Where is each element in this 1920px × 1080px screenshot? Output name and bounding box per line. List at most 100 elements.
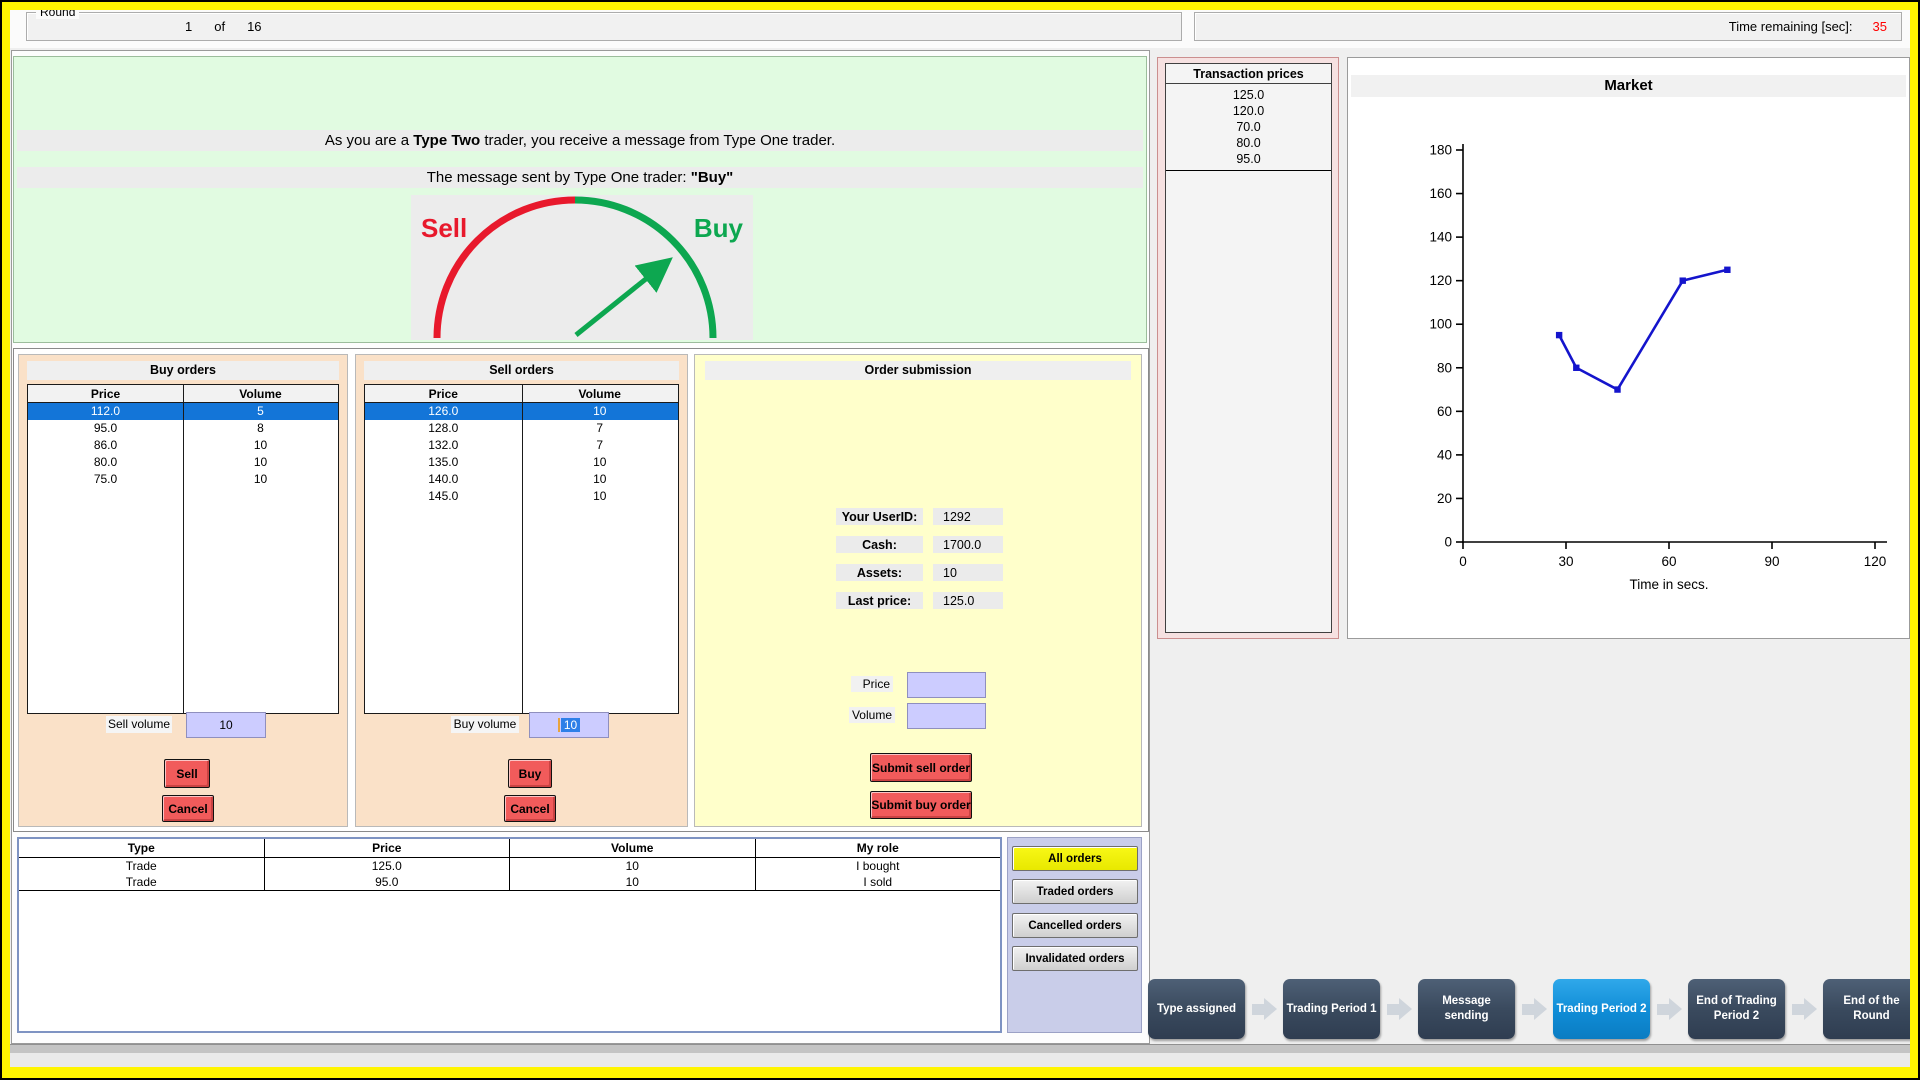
order-cell: 7 <box>596 438 604 452</box>
flow-step-type-assigned: Type assigned <box>1148 979 1245 1039</box>
transaction-price: 120.0 <box>1232 104 1265 118</box>
trades-divider <box>19 890 1000 891</box>
order-cell: 10 <box>253 455 268 469</box>
traded-orders-button[interactable]: Traded orders <box>1012 879 1138 904</box>
trade-cell: Trade <box>125 875 157 889</box>
message-line-2: The message sent by Type One trader: "Bu… <box>17 167 1143 188</box>
buy-volume-input[interactable]: 10 <box>529 712 609 738</box>
order-cell: 75.0 <box>93 472 118 486</box>
trade-cell: Trade <box>125 859 157 873</box>
volume-label: Volume <box>849 707 895 723</box>
gauge-buy-label: Buy <box>694 213 744 243</box>
time-remaining-groupbox: Time remaining [sec]: 35 <box>1194 12 1902 41</box>
price-input[interactable] <box>907 672 986 698</box>
svg-text:80: 80 <box>1437 360 1452 375</box>
order-cell: 10 <box>593 489 607 503</box>
submit-sell-order-button[interactable]: Submit sell order <box>870 753 972 782</box>
transaction-price: 125.0 <box>1232 88 1265 102</box>
buy-orders-title: Buy orders <box>27 361 339 380</box>
gauge-graphic: Sell Buy <box>421 196 744 339</box>
order-row[interactable]: 126.0 10 <box>365 403 678 420</box>
assets-label: Assets: <box>836 564 923 581</box>
time-remaining-value: 35 <box>1872 19 1887 34</box>
trades-col-myrole: My role <box>754 839 1001 857</box>
top-bar: Round 1 of 16 Time remaining [sec]: 35 <box>2 2 1918 48</box>
gauge-sell-label: Sell <box>421 213 467 243</box>
buy-orders-table: Price Volume 112.0 5 95.0 8 86.0 10 80.0 10 75.0… <box>27 384 339 714</box>
transaction-prices-divider <box>1166 170 1331 171</box>
trade-cell: 95.0 <box>263 874 510 890</box>
svg-text:20: 20 <box>1437 491 1452 506</box>
submit-buy-order-button[interactable]: Submit buy order <box>870 791 972 819</box>
order-row[interactable]: 140.0 10 <box>365 471 678 488</box>
order-cell: 128.0 <box>428 421 459 435</box>
buy-orders-header: Price Volume <box>28 385 338 403</box>
trade-cell: 10 <box>509 858 755 874</box>
cancel-buy-button[interactable]: Cancel <box>504 795 556 822</box>
order-row[interactable]: 112.0 5 <box>28 403 338 420</box>
buy-orders-col-price: Price <box>90 387 121 401</box>
order-row[interactable]: 145.0 10 <box>365 488 678 505</box>
flow-step-message-sending: Message sending <box>1418 979 1515 1039</box>
svg-text:90: 90 <box>1764 554 1779 569</box>
cancelled-orders-button[interactable]: Cancelled orders <box>1012 913 1138 938</box>
text-caret-icon <box>557 718 560 732</box>
gauge-buy-arc-icon <box>574 196 717 339</box>
order-cell: 126.0 <box>428 404 459 418</box>
message-line2-bold: "Buy" <box>690 169 734 186</box>
cancel-sell-button[interactable]: Cancel <box>162 795 214 822</box>
time-remaining-label: Time remaining [sec]: <box>1728 19 1853 34</box>
order-row[interactable]: 135.0 10 <box>365 454 678 471</box>
market-chart-title: Market <box>1351 75 1906 97</box>
sell-orders-header: Price Volume <box>365 385 678 403</box>
message-line2-pre: The message sent by Type One trader: <box>426 169 691 186</box>
buy-orders-col-volume: Volume <box>239 387 282 401</box>
svg-text:120: 120 <box>1429 273 1452 288</box>
sell-orders-panel: Sell orders Price Volume 126.0 10 128.0 7 13… <box>355 354 688 827</box>
volume-input[interactable] <box>907 703 986 729</box>
flow-step-trading-period-2: Trading Period 2 <box>1553 979 1650 1039</box>
trades-col-volume: Volume <box>509 839 755 857</box>
gauge-needle-icon <box>574 257 673 337</box>
svg-text:140: 140 <box>1429 230 1452 245</box>
trade-cell: 10 <box>509 874 755 890</box>
order-row[interactable]: 128.0 7 <box>365 420 678 437</box>
order-row[interactable]: 95.0 8 <box>28 420 338 437</box>
trade-row: Trade 125.0 10 I bought <box>19 858 1000 874</box>
sell-button[interactable]: Sell <box>164 759 210 788</box>
order-cell: 145.0 <box>428 489 459 503</box>
order-row[interactable]: 80.0 10 <box>28 454 338 471</box>
order-cell: 140.0 <box>428 472 459 486</box>
order-cell: 7 <box>596 421 604 435</box>
trade-cell: I bought <box>754 858 1001 874</box>
svg-text:Time in secs.: Time in secs. <box>1629 577 1708 592</box>
order-row[interactable]: 86.0 10 <box>28 437 338 454</box>
order-cell: 10 <box>593 472 607 486</box>
sell-orders-table: Price Volume 126.0 10 128.0 7 132.0 7 135.0 10 1… <box>364 384 679 714</box>
round-label: Round <box>36 5 80 19</box>
price-label: Price <box>851 676 893 692</box>
message-line1-post: trader, you receive a message from Type … <box>480 132 836 149</box>
assets-value: 10 <box>933 564 1003 581</box>
sell-volume-input[interactable]: 10 <box>186 712 266 738</box>
buy-button[interactable]: Buy <box>508 759 552 788</box>
message-line1-bold: Type Two <box>413 132 481 149</box>
all-orders-button[interactable]: All orders <box>1012 846 1138 871</box>
flow-arrow-icon <box>1521 998 1547 1020</box>
order-cell: 112.0 <box>90 404 121 418</box>
order-cell: 135.0 <box>428 455 459 469</box>
invalidated-orders-button[interactable]: Invalidated orders <box>1012 946 1138 971</box>
sell-orders-col-volume: Volume <box>578 387 621 401</box>
trades-col-price: Price <box>263 839 510 857</box>
sell-orders-title: Sell orders <box>364 361 679 380</box>
cash-label: Cash: <box>836 536 923 553</box>
svg-text:0: 0 <box>1459 554 1467 569</box>
order-row[interactable]: 132.0 7 <box>365 437 678 454</box>
svg-text:30: 30 <box>1558 554 1573 569</box>
svg-text:120: 120 <box>1864 554 1887 569</box>
order-row[interactable]: 75.0 10 <box>28 471 338 488</box>
order-cell: 8 <box>257 421 264 435</box>
last-price-label: Last price: <box>836 592 923 609</box>
svg-text:0: 0 <box>1444 535 1452 550</box>
order-cell: 86.0 <box>93 438 118 452</box>
